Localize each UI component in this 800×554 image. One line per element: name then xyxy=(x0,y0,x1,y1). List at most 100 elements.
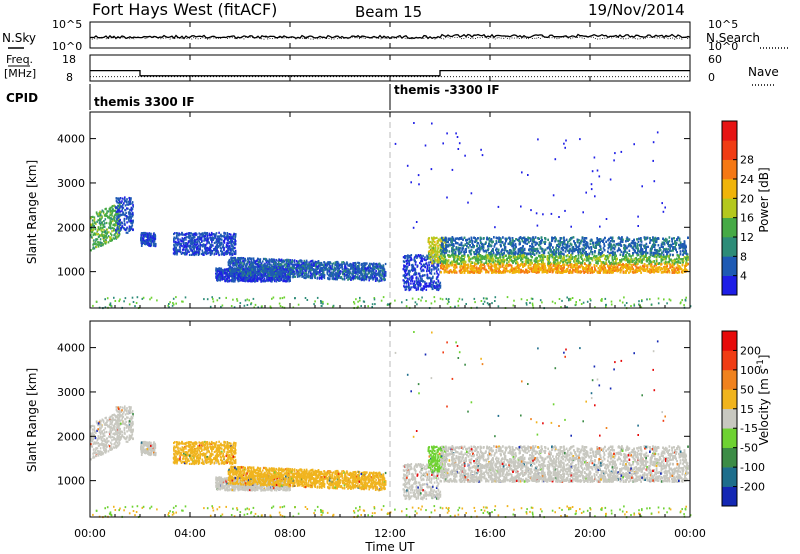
power-cell xyxy=(329,275,331,277)
power-cell xyxy=(352,277,354,279)
power-cell xyxy=(227,278,229,280)
power-cell xyxy=(262,260,264,262)
power-cell xyxy=(210,254,212,256)
power-cell xyxy=(353,271,355,273)
power-cell xyxy=(334,269,336,271)
power-cell xyxy=(432,260,434,262)
power-cell xyxy=(117,210,119,212)
power-cell xyxy=(144,236,146,238)
power-cell xyxy=(416,279,418,281)
power-cell xyxy=(308,274,310,276)
power-cell xyxy=(291,260,293,262)
power-cell xyxy=(342,268,344,270)
power-cell xyxy=(214,253,216,255)
power-cell xyxy=(208,249,210,251)
power-cell xyxy=(256,266,258,268)
power-cell xyxy=(429,285,431,287)
power-cell xyxy=(304,260,306,262)
power-cell xyxy=(220,234,222,236)
power-cell xyxy=(277,270,279,272)
power-cell xyxy=(110,227,112,229)
power-cell xyxy=(304,272,306,274)
power-cell xyxy=(250,267,252,269)
power-cell xyxy=(437,245,439,247)
power-cell xyxy=(201,240,203,242)
power-cell xyxy=(357,266,359,268)
power-cell xyxy=(189,235,191,237)
power-cell xyxy=(259,259,261,261)
power-cell xyxy=(356,276,358,278)
power-cell xyxy=(216,245,218,247)
power-cell xyxy=(112,227,114,229)
power-cell xyxy=(234,253,236,255)
power-cell xyxy=(238,274,240,276)
power-cell xyxy=(295,276,297,278)
power-cell xyxy=(98,244,100,246)
power-cell xyxy=(150,233,152,235)
power-cell xyxy=(105,215,107,217)
power-cell xyxy=(296,260,298,262)
power-cell xyxy=(341,261,343,263)
power-cell xyxy=(415,274,417,276)
power-cell xyxy=(256,259,258,261)
power-cell xyxy=(96,246,98,248)
power-cell xyxy=(293,264,295,266)
power-cell xyxy=(235,277,237,279)
power-cell xyxy=(275,267,277,269)
power-cell xyxy=(433,251,435,253)
power-cell xyxy=(129,211,131,213)
power-cell xyxy=(366,278,368,280)
power-cell xyxy=(231,245,233,247)
power-cell xyxy=(240,260,242,262)
power-cell xyxy=(150,238,152,240)
power-cell xyxy=(407,259,409,261)
power-cell xyxy=(243,264,245,266)
power-cell xyxy=(404,276,406,278)
power-cell xyxy=(407,255,409,257)
power-cell xyxy=(121,200,123,202)
power-cell xyxy=(329,261,331,263)
power-cell xyxy=(214,233,216,235)
power-cell xyxy=(296,271,298,273)
power-cell xyxy=(314,270,316,272)
power-cell xyxy=(404,282,406,284)
power-cell xyxy=(132,208,134,210)
power-cell xyxy=(128,220,130,222)
power-cell xyxy=(412,264,414,266)
power-cell xyxy=(322,276,324,278)
power-cell xyxy=(349,271,351,273)
power-cell xyxy=(278,276,280,278)
power-cell xyxy=(233,238,235,240)
power-cell xyxy=(217,280,219,282)
power-cell xyxy=(105,208,107,210)
power-cell xyxy=(128,219,130,221)
power-cell xyxy=(261,264,263,266)
power-cell xyxy=(234,251,236,253)
station-title: Fort Hays West (fitACF) xyxy=(92,0,277,19)
power-cell xyxy=(438,261,440,263)
power-cell xyxy=(322,270,324,272)
power-cell xyxy=(101,233,103,235)
power-cell xyxy=(407,257,409,259)
power-cell xyxy=(194,248,196,250)
power-cell xyxy=(361,277,363,279)
power-cell xyxy=(434,287,436,289)
power-cell xyxy=(219,279,221,281)
power-cell xyxy=(284,273,286,275)
power-cell xyxy=(411,267,413,269)
power-cell xyxy=(129,201,131,203)
power-cell xyxy=(269,262,271,264)
power-cell xyxy=(253,257,255,259)
power-cell xyxy=(375,270,377,272)
power-cell xyxy=(175,247,177,249)
power-cell xyxy=(95,239,97,241)
power-cell xyxy=(268,275,270,277)
power-cell xyxy=(405,271,407,273)
power-cell xyxy=(286,280,288,282)
power-cell xyxy=(288,259,290,261)
power-cell xyxy=(210,251,212,253)
power-cell xyxy=(247,270,249,272)
power-cell xyxy=(221,243,223,245)
power-cell xyxy=(176,236,178,238)
power-cell xyxy=(227,247,229,249)
